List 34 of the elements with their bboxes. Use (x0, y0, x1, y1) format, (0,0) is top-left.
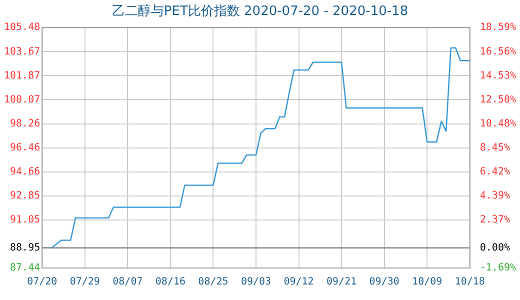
y-tick-label: 105.48 (4, 22, 40, 34)
y-tick-label: 87.44 (10, 262, 40, 274)
y2-tick-label: 8.45% (480, 142, 510, 154)
y-tick-label: 94.66 (10, 166, 40, 178)
y2-tick-label: 4.39% (480, 190, 510, 202)
y2-tick-label: 0.00% (480, 242, 510, 254)
x-tick-label: 08/16 (155, 276, 186, 288)
y-tick-label: 101.87 (4, 70, 40, 82)
y-tick-label: 96.46 (10, 142, 40, 154)
x-tick-label: 07/29 (70, 276, 100, 288)
x-tick-label: 09/21 (326, 276, 357, 288)
y-tick-label: 91.05 (10, 214, 40, 226)
chart-title: 乙二醇与PET比价指数 2020-07-20 - 2020-10-18 (112, 4, 408, 20)
y-tick-label: 103.67 (4, 46, 40, 58)
y2-tick-label: 2.37% (480, 214, 510, 226)
x-tick-label: 10/18 (454, 276, 485, 288)
y2-tick-label: 14.53% (480, 70, 516, 82)
x-tick-label: 08/07 (112, 276, 143, 288)
y-tick-label: 92.85 (10, 190, 40, 202)
x-tick-label: 09/12 (284, 276, 314, 288)
x-tick-label: 09/30 (369, 276, 400, 288)
y-tick-label: 98.26 (10, 118, 40, 130)
y-tick-label: 88.95 (10, 242, 40, 254)
y2-tick-label: 6.42% (480, 166, 510, 178)
y2-tick-label: -1.69% (480, 262, 516, 274)
y2-tick-label: 18.59% (480, 22, 516, 34)
y2-tick-label: 12.50% (480, 94, 516, 106)
y2-tick-label: 10.48% (480, 118, 516, 130)
y2-tick-label: 16.56% (480, 46, 516, 58)
x-tick-label: 08/25 (198, 276, 228, 288)
y-tick-label: 100.07 (4, 94, 40, 106)
x-tick-label: 10/09 (412, 276, 442, 288)
x-tick-label: 09/03 (240, 276, 272, 288)
x-tick-label: 07/20 (27, 276, 58, 288)
